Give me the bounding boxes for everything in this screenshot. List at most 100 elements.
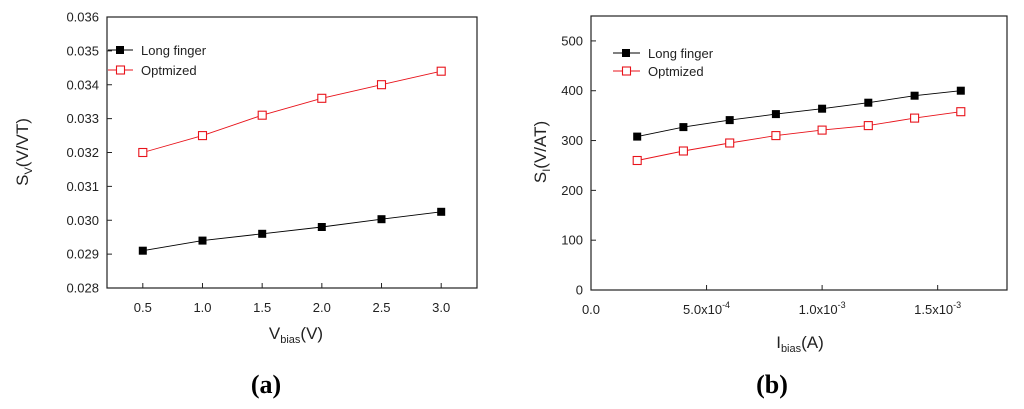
y-axis-a: 0.028 0.029 0.030 0.031 0.032 0.033 0.034 0.035… (66, 10, 112, 296)
legend-marker-optmized-a (115, 65, 126, 75)
x-axis-title-a-main: V (269, 324, 281, 343)
data-point-long-finger (437, 207, 446, 216)
x-axis-title-a: Vbias(V) (269, 324, 323, 346)
x-tick-mantissa: 1.0x10 (799, 302, 838, 317)
y-axis-title-a-main: S (13, 175, 32, 186)
data-point-long-finger (679, 123, 688, 132)
series-line-optmized (142, 70, 442, 153)
legend-a: Long finger Optmized (108, 43, 207, 78)
y-tick-label: 500 (561, 33, 583, 48)
y-axis-title-b: SI(V/AT) (531, 121, 553, 183)
plot-frame-b (590, 15, 1008, 291)
data-point-optmized (376, 80, 387, 90)
panel-label-a: (a) (251, 370, 281, 399)
panel-label-b: (b) (756, 370, 788, 399)
data-point-long-finger (138, 246, 147, 255)
x-axis-title-b-main: I (776, 333, 781, 352)
data-point-optmized (725, 138, 735, 148)
x-axis-title-b-sub: bias (781, 343, 802, 355)
x-axis-title-b-unit: (A) (801, 333, 824, 352)
y-axis-b: 0 100 200 300 400 500 (561, 33, 596, 298)
x-tick-label: 1.5x10-3 (914, 300, 961, 317)
y-axis-title-b-sub: I (541, 169, 553, 172)
x-axis-title-a-unit: (V) (300, 324, 323, 343)
panel-label-a-letter: a (260, 370, 273, 399)
y-tick-label: 0.033 (66, 111, 99, 126)
y-axis-title-a: SV(V/VT) (13, 118, 35, 186)
x-axis-b: 0.0 5.0x10-4 1.0x10-3 1.5x10-3 (582, 285, 961, 317)
data-point-optmized (317, 93, 327, 103)
data-point-long-finger (377, 215, 386, 224)
x-axis-title-b: Ibias(A) (776, 333, 824, 355)
y-axis-title-b-unit: (V/AT) (531, 121, 550, 169)
legend-marker-long-finger-a (116, 46, 124, 54)
data-point-long-finger (771, 110, 780, 119)
x-tick-exponent: -4 (722, 300, 730, 310)
y-tick-label: 0.034 (66, 77, 99, 92)
data-point-long-finger (725, 116, 734, 125)
x-tick-mantissa: 5.0x10 (683, 302, 722, 317)
x-tick-label: 3.0 (432, 300, 450, 315)
y-tick-label: 0 (576, 283, 583, 298)
data-point-long-finger (818, 104, 827, 113)
y-tick-label: 0.028 (66, 281, 99, 296)
x-tick-exponent: -3 (838, 300, 846, 310)
series-group-b (632, 86, 966, 166)
data-point-optmized (436, 66, 446, 76)
data-point-long-finger (317, 223, 326, 231)
data-point-long-finger (956, 86, 965, 95)
data-point-long-finger (633, 132, 642, 141)
y-axis-title-b-main: S (531, 172, 550, 183)
y-tick-label: 400 (561, 83, 583, 98)
series-group-a (138, 66, 446, 255)
data-point-optmized (197, 131, 208, 141)
data-point-optmized (863, 121, 873, 131)
data-point-optmized (910, 113, 920, 123)
x-tick-label: 1.5 (253, 300, 271, 315)
x-tick-label: 2.0 (313, 300, 331, 315)
y-tick-label: 0.030 (66, 213, 99, 228)
legend-label-long-finger-b: Long finger (648, 46, 714, 61)
x-tick-label: 2.5 (372, 300, 390, 315)
data-point-optmized (138, 147, 148, 158)
y-tick-label: 0.032 (66, 145, 99, 160)
series-line-long-finger (637, 90, 961, 138)
x-tick-mantissa: 0.0 (582, 302, 600, 317)
x-tick-label: 1.0x10-3 (799, 300, 846, 317)
data-point-optmized (817, 125, 827, 135)
data-point-long-finger (910, 91, 919, 100)
legend-label-long-finger-a: Long finger (141, 43, 207, 58)
y-tick-label: 0.029 (66, 247, 99, 262)
y-tick-label: 0.036 (66, 10, 99, 25)
y-axis-title-a-sub: V (23, 167, 35, 175)
y-axis-title-a-unit: (V/VT) (13, 118, 32, 167)
x-tick-label: 1.0 (193, 300, 211, 315)
x-axis-a: 0.5 1.0 1.5 2.0 2.5 3.0 (134, 283, 450, 315)
legend-b: Long finger Optmized (613, 46, 714, 79)
x-axis-title-a-sub: bias (280, 334, 301, 346)
data-point-long-finger (864, 98, 873, 107)
x-tick-mantissa: 1.5x10 (914, 302, 953, 317)
y-tick-label: 0.031 (66, 179, 99, 194)
data-point-long-finger (258, 229, 267, 238)
legend-label-optmized-a: Optmized (141, 63, 197, 78)
panel-label-b-letter: b (765, 370, 779, 399)
series-line-long-finger (142, 211, 442, 252)
series-line-optmized (637, 111, 961, 161)
x-tick-label: 5.0x10-4 (683, 300, 730, 317)
legend-label-optmized-b: Optmized (648, 64, 704, 79)
legend-marker-long-finger-b (622, 49, 630, 57)
y-tick-label: 300 (561, 133, 583, 148)
x-tick-label: 0.0 (582, 302, 600, 317)
x-tick-exponent: -3 (953, 300, 961, 310)
y-tick-label: 0.035 (66, 43, 99, 58)
data-point-optmized (678, 146, 688, 156)
chart-panel-a: 0.028 0.029 0.030 0.031 0.032 0.033 0.034 0.035… (13, 10, 478, 399)
data-point-long-finger (198, 236, 207, 245)
data-point-optmized (632, 155, 642, 166)
legend-marker-optmized-b (621, 66, 632, 76)
data-point-optmized (257, 110, 267, 120)
y-tick-label: 200 (561, 183, 583, 198)
